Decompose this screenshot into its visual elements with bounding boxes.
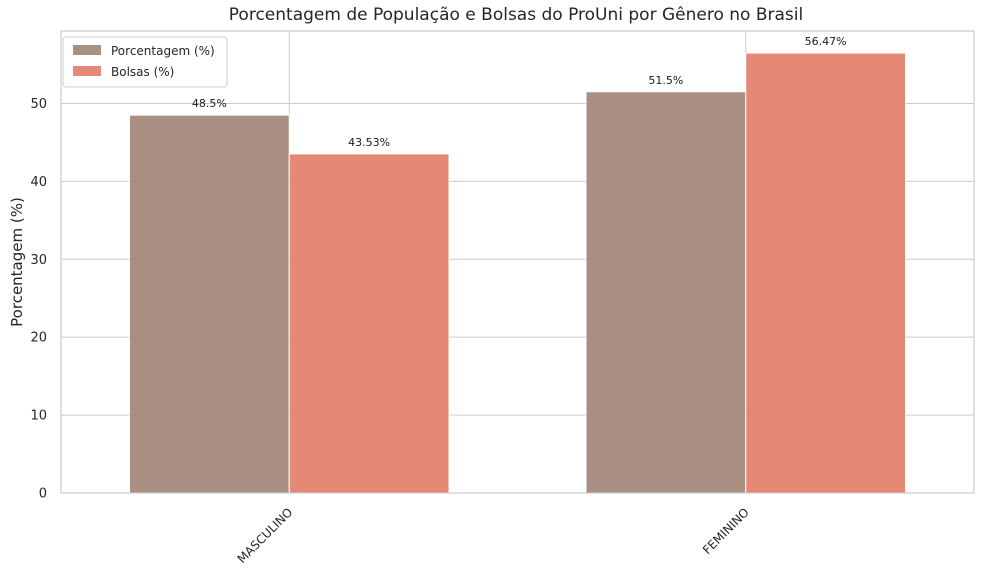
data-labels: 48.5% 51.5% 43.53% 56.47% bbox=[192, 35, 847, 149]
bar-value-label: 56.47% bbox=[805, 35, 847, 48]
y-tick-label: 10 bbox=[30, 409, 47, 424]
bar bbox=[745, 52, 907, 494]
y-tick-label: 50 bbox=[30, 97, 47, 112]
legend: Porcentagem (%) Bolsas (%) bbox=[62, 36, 228, 88]
bar-value-label: 51.5% bbox=[648, 74, 683, 87]
bar-value-label: 43.53% bbox=[348, 136, 390, 149]
y-axis-label: Porcentagem (%) bbox=[8, 197, 26, 327]
x-tick-label: MASCULINO bbox=[235, 505, 296, 566]
y-ticks: 0 10 20 30 40 50 bbox=[30, 97, 47, 502]
bar bbox=[128, 114, 290, 494]
legend-swatch-bolsas bbox=[73, 66, 101, 76]
bar-value-label: 48.5% bbox=[192, 97, 227, 110]
x-ticks: MASCULINO FEMININO bbox=[235, 505, 752, 566]
legend-box bbox=[62, 36, 228, 88]
chart-title: Porcentagem de População e Bolsas do Pro… bbox=[229, 5, 803, 25]
bar bbox=[585, 91, 747, 494]
y-tick-label: 30 bbox=[30, 253, 47, 268]
x-tick-label: FEMININO bbox=[700, 505, 752, 557]
bar bbox=[288, 153, 450, 494]
legend-swatch-porcentagem bbox=[73, 45, 101, 55]
plot-frame bbox=[60, 30, 975, 494]
legend-label-bolsas: Bolsas (%) bbox=[111, 65, 174, 79]
legend-label-porcentagem: Porcentagem (%) bbox=[111, 44, 215, 58]
y-tick-label: 0 bbox=[39, 487, 47, 502]
bars bbox=[128, 52, 907, 494]
y-tick-label: 40 bbox=[30, 175, 47, 190]
y-tick-label: 20 bbox=[30, 331, 47, 346]
